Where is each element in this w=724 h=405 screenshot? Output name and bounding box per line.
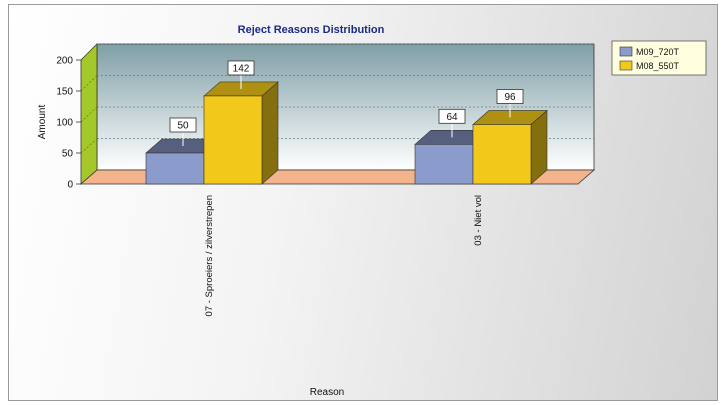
legend-label-1: M08_550T [636, 61, 680, 71]
chart-frame: Reject Reasons Distribution 0 50 100 150 200… [8, 4, 718, 401]
data-label-box [438, 108, 466, 124]
y-axis-ticks: 0 50 100 150 200 [56, 56, 81, 191]
legend-swatch-1 [619, 60, 633, 71]
bar [145, 152, 205, 185]
y-tick-label: 0 [67, 180, 73, 191]
gridline-side [80, 138, 98, 154]
legend: M09_720T M08_550T [611, 40, 707, 76]
gridlines [80, 43, 594, 154]
legend-swatch-0 [619, 46, 633, 57]
data-label-box [169, 117, 197, 133]
plot-left-wall [80, 43, 98, 185]
y-tick-label: 150 [56, 87, 73, 98]
y-tick-label: 50 [62, 149, 74, 160]
data-label: 64 [446, 112, 458, 123]
chart-title: Reject Reasons Distribution [238, 24, 385, 36]
category-labels: 07 - Sproeiers / zilverstrepen 03 - Niet … [204, 195, 484, 316]
category-label: 07 - Sproeiers / zilverstrepen [204, 195, 215, 316]
y-tick-label: 200 [56, 56, 73, 67]
data-label: 142 [233, 63, 250, 74]
data-label: 50 [177, 121, 189, 132]
data-label-box [227, 60, 255, 76]
legend-label-0: M09_720T [636, 47, 680, 57]
x-axis-label: Reason [310, 387, 344, 398]
bar-chart: Reject Reasons Distribution 0 50 100 150 200… [37, 24, 707, 398]
bar [203, 95, 263, 185]
bar [472, 124, 532, 185]
bar [414, 144, 474, 185]
data-label: 96 [504, 92, 516, 103]
y-tick-label: 100 [56, 118, 73, 129]
y-axis-label: Amount [37, 105, 48, 140]
bar-side [261, 81, 279, 185]
data-labels: 50 142 64 96 [169, 60, 524, 146]
bars [145, 81, 548, 185]
data-label-box [496, 89, 524, 104]
category-label: 03 - Niet vol [473, 195, 484, 246]
